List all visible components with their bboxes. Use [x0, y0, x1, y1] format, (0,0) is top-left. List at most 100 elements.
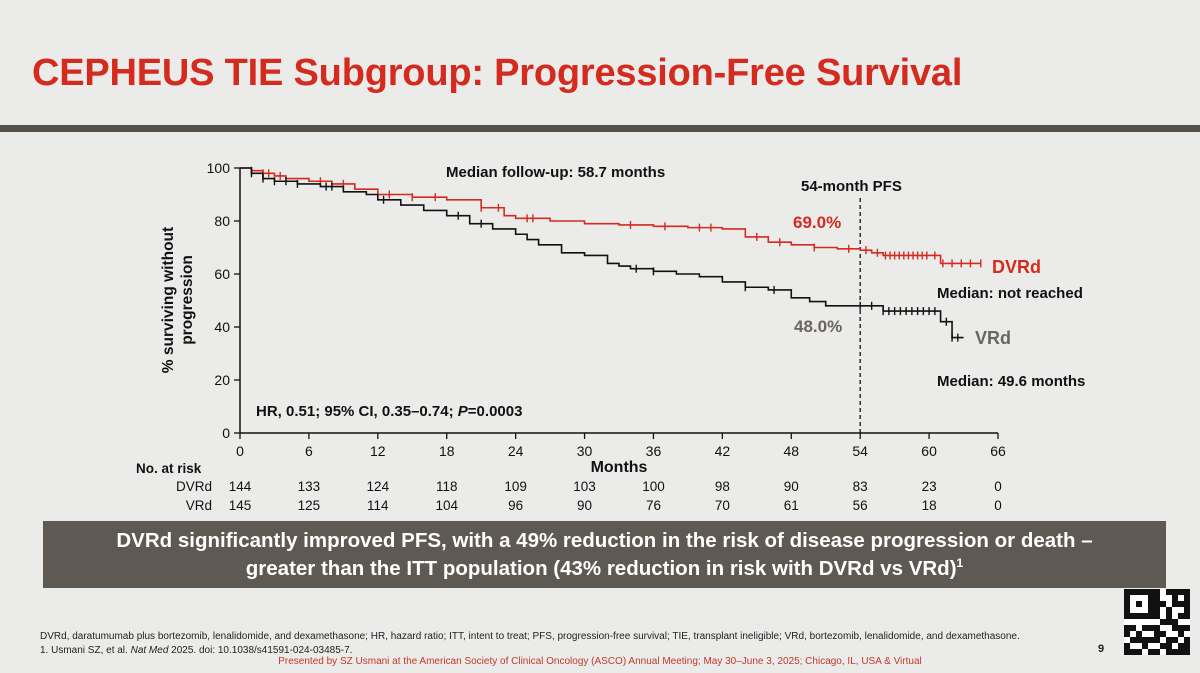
- qr-module: [1136, 649, 1142, 655]
- qr-module: [1124, 589, 1130, 595]
- y-tick-label: 60: [214, 266, 230, 282]
- qr-module: [1154, 613, 1160, 619]
- qr-module: [1130, 625, 1136, 631]
- callout-line-1: DVRd significantly improved PFS, with a …: [116, 528, 1093, 552]
- risk-table-cell: 114: [367, 498, 389, 513]
- qr-module: [1124, 595, 1130, 601]
- dvrd-landmark-value: 69.0%: [793, 213, 841, 232]
- qr-module: [1142, 637, 1148, 643]
- qr-module: [1178, 589, 1184, 595]
- qr-module: [1142, 625, 1148, 631]
- qr-module: [1184, 649, 1190, 655]
- qr-module: [1160, 619, 1166, 625]
- risk-table-cell: 104: [435, 498, 458, 513]
- x-tick-label: 42: [715, 443, 731, 459]
- risk-table-cell: 90: [577, 498, 592, 513]
- qr-module: [1172, 649, 1178, 655]
- qr-module: [1142, 643, 1148, 649]
- qr-module: [1166, 607, 1172, 613]
- reference-suffix: 2025. doi: 10.1038/s41591-024-03485-7.: [168, 645, 353, 656]
- qr-module: [1148, 595, 1154, 601]
- qr-module: [1160, 631, 1166, 637]
- x-tick-label: 30: [577, 443, 593, 459]
- qr-module: [1124, 613, 1130, 619]
- risk-table-cell: 61: [784, 498, 799, 513]
- qr-module: [1172, 589, 1178, 595]
- x-tick-label: 48: [783, 443, 799, 459]
- reference-footnote: 1. Usmani SZ, et al. Nat Med 2025. doi: …: [40, 644, 1020, 658]
- qr-module: [1148, 589, 1154, 595]
- x-tick-label: 0: [236, 443, 244, 459]
- landmark-label: 54-month PFS: [801, 178, 902, 195]
- qr-module: [1136, 637, 1142, 643]
- qr-module: [1160, 601, 1166, 607]
- page-number: 9: [1098, 643, 1105, 655]
- qr-module: [1166, 613, 1172, 619]
- qr-module: [1178, 649, 1184, 655]
- qr-module: [1154, 625, 1160, 631]
- callout-line-2: greater than the ITT population (43% red…: [246, 555, 963, 583]
- qr-module: [1172, 595, 1178, 601]
- x-tick-label: 54: [852, 443, 868, 459]
- key-finding-callout: DVRd significantly improved PFS, with a …: [43, 521, 1166, 588]
- qr-module: [1172, 637, 1178, 643]
- qr-module: [1184, 643, 1190, 649]
- qr-module: [1142, 613, 1148, 619]
- qr-module: [1160, 643, 1166, 649]
- x-tick-label: 18: [439, 443, 455, 459]
- qr-module: [1124, 607, 1130, 613]
- qr-module: [1166, 637, 1172, 643]
- qr-module: [1124, 643, 1130, 649]
- qr-module: [1154, 607, 1160, 613]
- qr-module: [1178, 643, 1184, 649]
- risk-table-cell: 23: [922, 479, 937, 494]
- qr-module: [1142, 589, 1148, 595]
- median-followup-label: Median follow-up: 58.7 months: [446, 164, 665, 181]
- qr-module: [1184, 607, 1190, 613]
- risk-table-cell: 118: [436, 479, 458, 494]
- risk-table-cell: 0: [994, 479, 1002, 494]
- qr-module: [1178, 601, 1184, 607]
- vrd-median-label: Median: 49.6 months: [937, 373, 1085, 390]
- risk-table-cell: 96: [508, 498, 523, 513]
- qr-module: [1166, 643, 1172, 649]
- qr-module: [1154, 637, 1160, 643]
- callout-reference-sup: 1: [956, 555, 964, 570]
- risk-table-cell: 90: [784, 479, 799, 494]
- reference-prefix: 1. Usmani SZ, et al.: [40, 645, 131, 656]
- qr-module: [1184, 589, 1190, 595]
- qr-module: [1172, 625, 1178, 631]
- qr-module: [1124, 625, 1130, 631]
- risk-table-cell: 109: [504, 479, 527, 494]
- callout-line-2-text: greater than the ITT population (43% red…: [245, 556, 957, 580]
- qr-module: [1130, 637, 1136, 643]
- abbreviations-footnote: DVRd, daratumumab plus bortezomib, lenal…: [40, 631, 1020, 642]
- qr-module: [1154, 601, 1160, 607]
- risk-table-cell: 70: [715, 498, 730, 513]
- qr-module: [1148, 613, 1154, 619]
- qr-module: [1166, 589, 1172, 595]
- qr-module: [1154, 649, 1160, 655]
- risk-table-cell: 103: [573, 479, 596, 494]
- qr-module: [1172, 601, 1178, 607]
- qr-code-icon[interactable]: [1124, 589, 1190, 655]
- dvrd-curve: [240, 167, 981, 265]
- qr-module: [1172, 619, 1178, 625]
- qr-module: [1148, 649, 1154, 655]
- risk-table-cell: 18: [922, 498, 937, 513]
- vrd-series-label: VRd: [975, 328, 1011, 348]
- qr-module: [1184, 625, 1190, 631]
- vrd-landmark-value: 48.0%: [794, 317, 842, 336]
- x-tick-label: 24: [508, 443, 524, 459]
- risk-table-cell: 76: [646, 498, 661, 513]
- qr-module: [1136, 601, 1142, 607]
- qr-module: [1148, 607, 1154, 613]
- x-axis-title: Months: [591, 459, 648, 476]
- y-axis-title: % surviving without progression: [160, 227, 196, 373]
- qr-module: [1148, 625, 1154, 631]
- risk-table-cell: 100: [642, 479, 665, 494]
- y-tick-label: 20: [214, 372, 230, 388]
- qr-module: [1124, 631, 1130, 637]
- qr-module: [1124, 649, 1130, 655]
- risk-table-cell: 145: [229, 498, 252, 513]
